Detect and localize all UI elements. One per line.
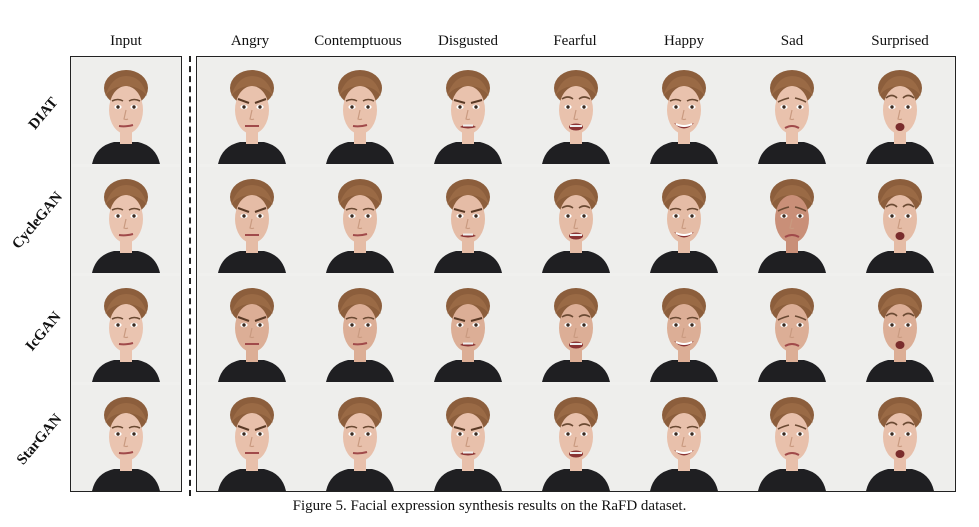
- synthesized-face-image: [630, 276, 738, 382]
- synthesized-face-image: [738, 385, 846, 491]
- synthesized-face-image: [630, 58, 738, 164]
- input-column-header: Input: [110, 33, 142, 49]
- input-face-image: [72, 385, 180, 491]
- synthesized-face-image: [522, 385, 630, 491]
- synthesized-face-image: [846, 58, 954, 164]
- column-header-happy: Happy: [664, 33, 704, 49]
- synthesized-face-image: [522, 276, 630, 382]
- synthesized-face-image: [738, 167, 846, 273]
- column-header-contemptuous: Contemptuous: [314, 33, 402, 49]
- synthesized-face-image: [306, 385, 414, 491]
- synthesized-face-image: [522, 58, 630, 164]
- synthesized-face-image: [198, 58, 306, 164]
- synthesized-face-image: [630, 167, 738, 273]
- synthesized-face-image: [414, 58, 522, 164]
- synthesized-face-image: [414, 276, 522, 382]
- row-label-diat: DIAT: [25, 94, 62, 133]
- synthesized-face-image: [306, 276, 414, 382]
- column-header-angry: Angry: [230, 33, 270, 49]
- input-face-image: [72, 167, 180, 273]
- figure-caption: Figure 5. Facial expression synthesis re…: [292, 498, 687, 514]
- input-face-image: [72, 276, 180, 382]
- synthesized-face-image: [306, 167, 414, 273]
- synthesized-face-image: [738, 58, 846, 164]
- synthesized-face-image: [846, 276, 954, 382]
- column-header-disgusted: Disgusted: [438, 33, 498, 49]
- column-header-sad: Sad: [780, 33, 804, 49]
- row-label-cyclegan: CycleGAN: [9, 189, 66, 253]
- synthesized-face-image: [630, 385, 738, 491]
- column-header-surprised: Surprised: [871, 33, 929, 49]
- synthesized-face-image: [846, 385, 954, 491]
- row-label-stargan: StarGAN: [13, 411, 66, 469]
- synthesized-face-image: [198, 385, 306, 491]
- row-label-icgan: IcGAN: [22, 308, 65, 355]
- synthesized-face-image: [414, 167, 522, 273]
- column-header-fearful: Fearful: [553, 33, 597, 49]
- dashed-divider: [189, 56, 191, 496]
- input-face-image: [72, 58, 180, 164]
- synthesized-face-image: [522, 167, 630, 273]
- synthesized-face-image: [414, 385, 522, 491]
- synthesized-face-image: [198, 167, 306, 273]
- synthesized-face-image: [198, 276, 306, 382]
- synthesized-face-image: [306, 58, 414, 164]
- synthesized-face-image: [846, 167, 954, 273]
- synthesized-face-image: [738, 276, 846, 382]
